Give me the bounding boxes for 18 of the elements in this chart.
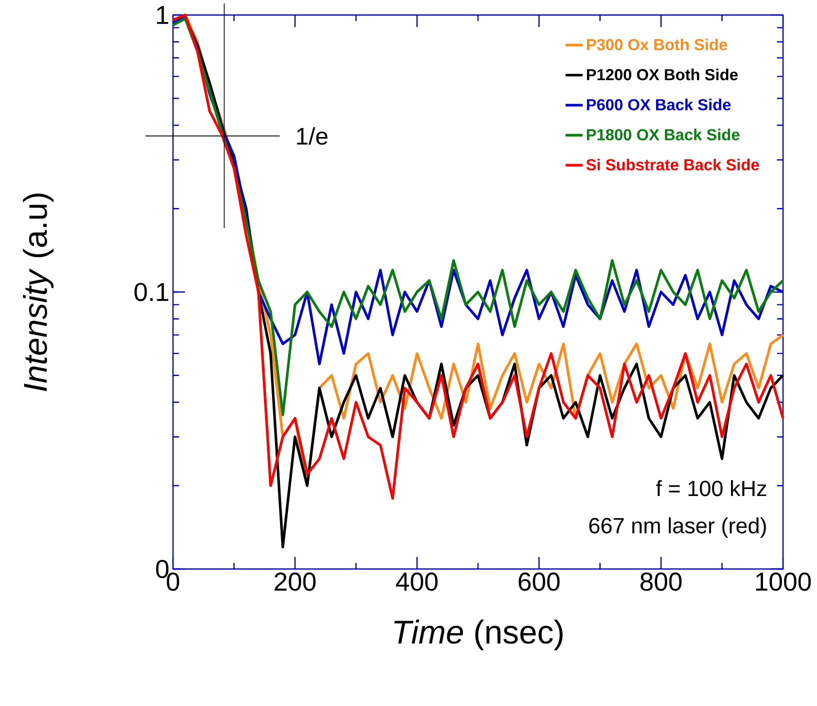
legend-label: P1200 OX Both Side [586,68,738,80]
y-axis-title: Intensity (a.u) [22,194,54,392]
x-axis-title: Time (nsec) [394,620,563,650]
legend-label: Si Substrate Back Side [586,158,759,170]
legend-label: P600 OX Back Side [586,98,731,110]
ref-line-label: 1/e [297,127,328,145]
legend-label: P1800 OX Back Side [586,128,740,140]
y-tick-label: 1 [157,6,168,24]
y-tick-label: 0.1 [134,282,168,302]
x-tick-label: 1000 [756,572,811,591]
x-tick-label: 200 [274,572,316,591]
annotation: f = 100 kHz [656,480,766,496]
x-tick-label: 400 [396,572,438,591]
x-tick-label: 600 [518,572,560,591]
y-tick-label: 0 [156,560,168,578]
legend-label: P300 Ox Both Side [586,38,728,50]
x-tick-label: 800 [640,572,682,591]
annotation: 667 nm laser (red) [589,517,766,538]
